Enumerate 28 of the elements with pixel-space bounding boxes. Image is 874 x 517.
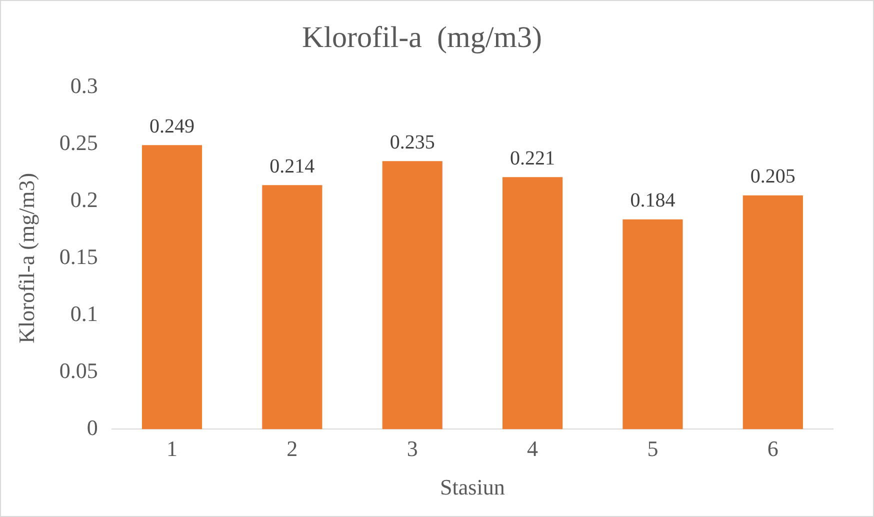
y-tick-label: 0 bbox=[86, 414, 98, 440]
y-tick-label: 0.1 bbox=[70, 300, 98, 326]
bar bbox=[262, 185, 322, 430]
bar bbox=[502, 177, 563, 430]
data-label: 0.184 bbox=[630, 190, 676, 212]
x-tick-label: 3 bbox=[406, 436, 418, 462]
x-tick-label: 6 bbox=[767, 436, 778, 462]
bar bbox=[742, 195, 803, 430]
x-axis-title: Stasiun bbox=[440, 474, 505, 500]
chart-title: Klorofil-a (mg/m3) bbox=[302, 20, 542, 54]
data-label: 0.214 bbox=[270, 155, 315, 178]
x-tick-label: 4 bbox=[527, 436, 538, 462]
data-label: 0.221 bbox=[510, 147, 556, 170]
data-label: 0.249 bbox=[149, 115, 194, 138]
y-tick-label: 0.05 bbox=[59, 358, 98, 383]
y-axis-title: Klorofil-a (mg/m3) bbox=[14, 172, 39, 344]
bar bbox=[382, 161, 442, 430]
y-tick-label: 0.15 bbox=[59, 244, 98, 269]
data-label: 0.205 bbox=[750, 166, 796, 188]
x-tick-label: 5 bbox=[647, 436, 658, 462]
y-tick-label: 0.2 bbox=[70, 186, 98, 212]
bar bbox=[622, 219, 683, 430]
bar bbox=[142, 145, 202, 430]
y-tick-label: 0.25 bbox=[59, 130, 98, 155]
data-label: 0.235 bbox=[390, 131, 435, 154]
x-tick-label: 1 bbox=[166, 436, 178, 462]
x-tick-label: 2 bbox=[286, 436, 298, 462]
y-tick-label: 0.3 bbox=[70, 72, 98, 98]
